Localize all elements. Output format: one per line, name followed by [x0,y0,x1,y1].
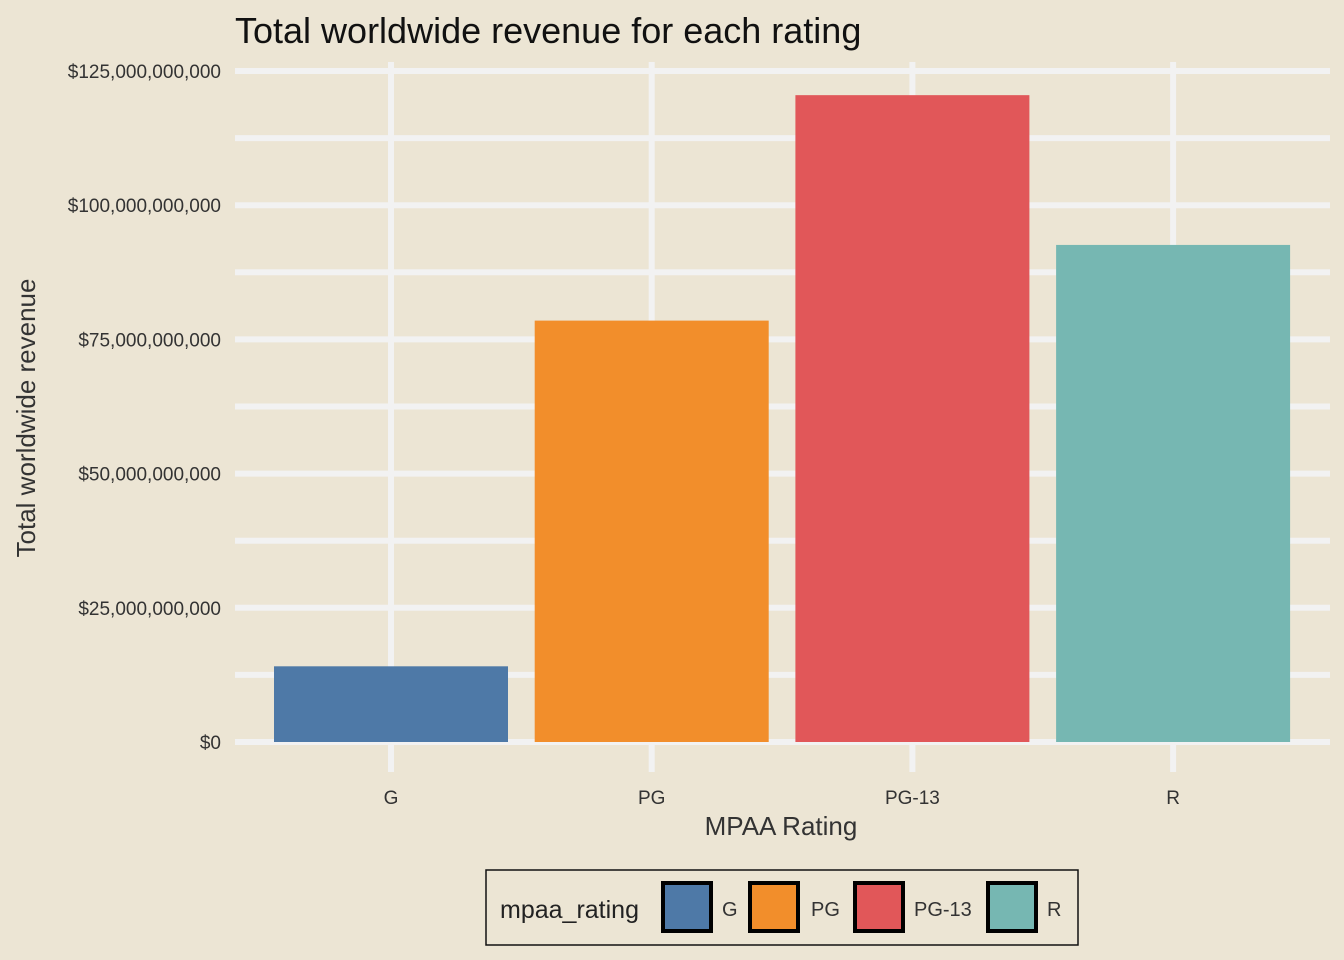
y-tick-label: $125,000,000,000 [68,62,221,83]
bars [274,95,1291,742]
bar-pg [534,320,769,742]
legend-entries: G PG PG-13 R [661,881,1061,933]
legend-key-pg [748,881,800,933]
x-tick-label: G [384,788,399,809]
y-tick-label: $0 [200,733,221,754]
legend-label: G [722,899,738,921]
x-tick-label: PG-13 [885,788,940,809]
legend-label: PG-13 [914,899,972,921]
y-tick-label: $25,000,000,000 [78,599,221,620]
y-tick-label: $100,000,000,000 [68,196,221,217]
x-axis-ticks: G PG PG-13 R [384,788,1180,809]
y-axis-title: Total worldwide revenue [11,279,41,558]
legend-label: R [1047,899,1061,921]
bar-r [1056,244,1291,742]
x-tick-label: PG [638,788,665,809]
legend-key-r [986,881,1038,933]
bar-g [274,666,508,742]
legend-key-g [661,881,713,933]
legend: mpaa_rating G PG PG-13 R [485,869,1079,946]
y-tick-label: $50,000,000,000 [78,465,221,486]
y-axis-ticks: $0 $25,000,000,000 $50,000,000,000 $75,000,… [68,62,221,754]
y-tick-label: $75,000,000,000 [78,330,221,351]
legend-key-pg-13 [853,881,905,933]
legend-title: mpaa_rating [500,896,639,924]
x-tick-label: R [1166,788,1180,809]
legend-label: PG [811,899,840,921]
x-axis-title: MPAA Rating [705,811,858,841]
bar-pg-13 [795,95,1030,742]
chart-title: Total worldwide revenue for each rating [235,10,861,51]
legend-box [485,869,1079,946]
